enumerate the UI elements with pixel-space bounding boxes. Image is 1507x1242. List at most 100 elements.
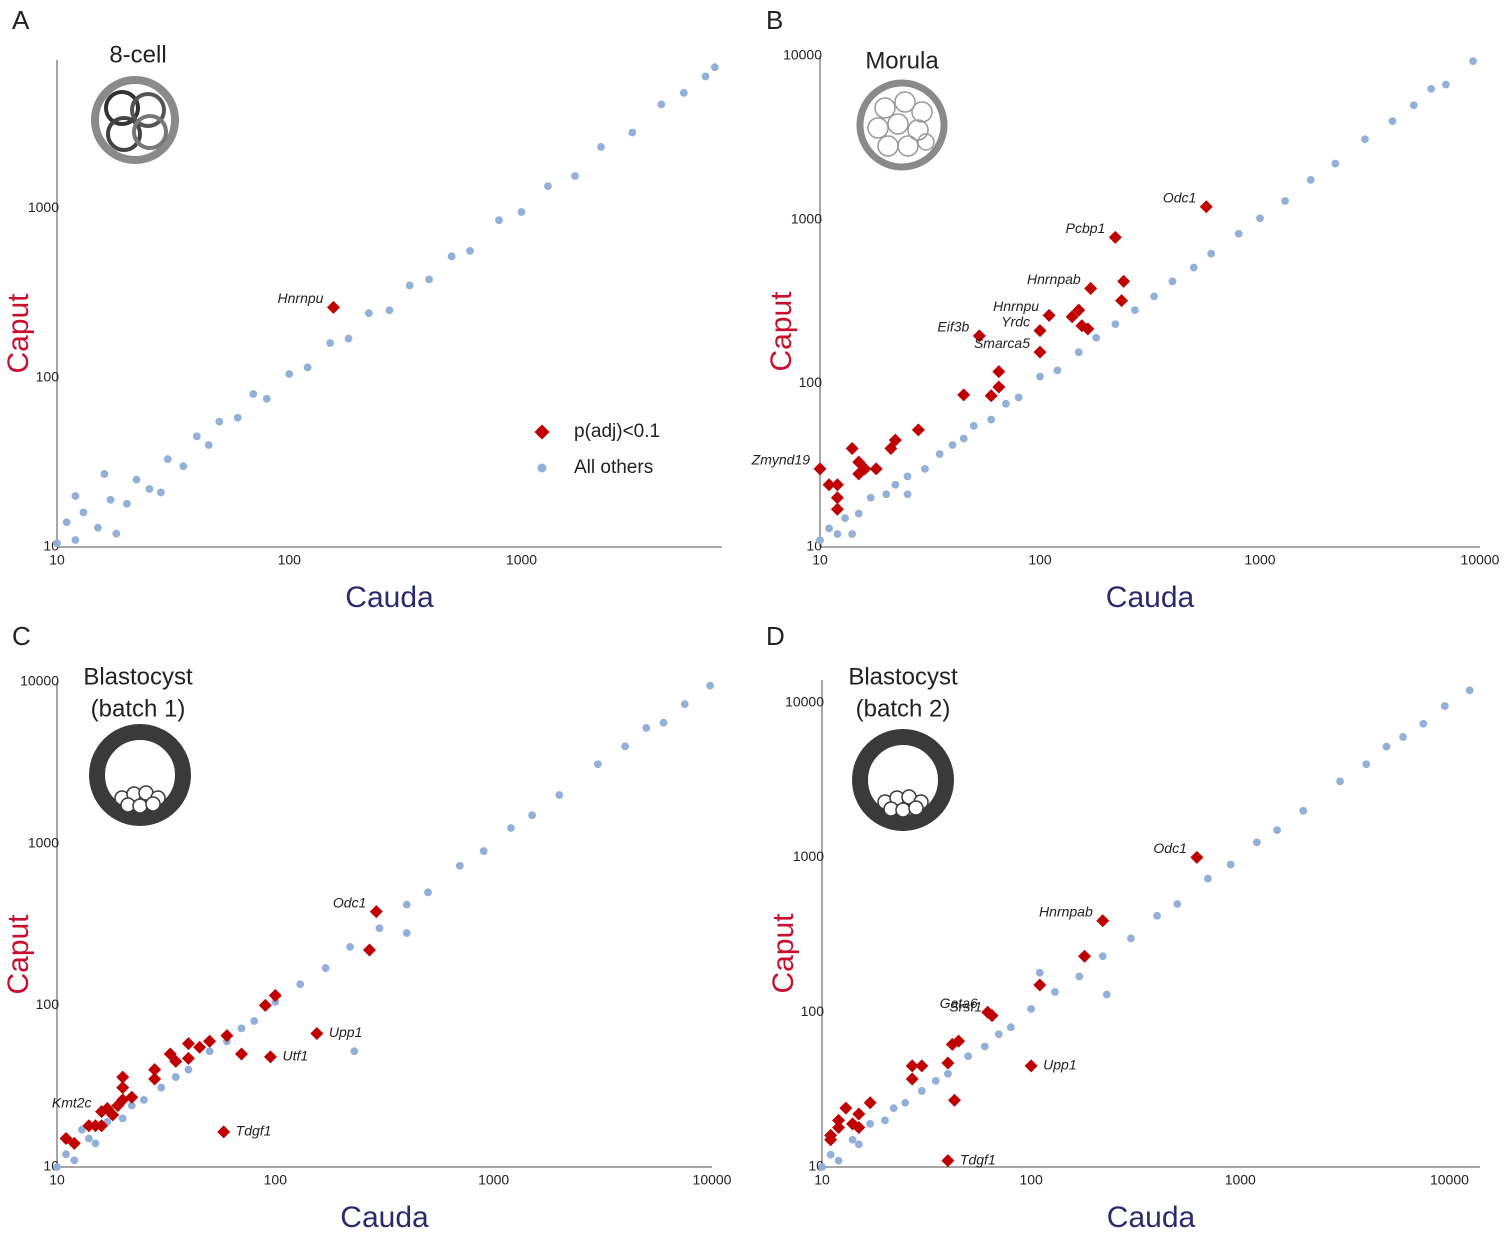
point-diamond — [148, 1063, 162, 1077]
point — [621, 742, 630, 751]
point — [1226, 860, 1235, 869]
point-diamond — [832, 1120, 846, 1134]
point — [679, 88, 688, 97]
x-tick-label: 100 — [1019, 1172, 1043, 1188]
legend-label: All others — [574, 457, 653, 478]
point-diamond — [1065, 310, 1079, 324]
gene-label: Tdgf1 — [960, 1151, 996, 1167]
point-diamond — [163, 1047, 177, 1061]
x-axis-title: Cauda — [340, 1201, 429, 1234]
point — [980, 1042, 989, 1051]
point — [118, 1114, 127, 1123]
point-diamond — [822, 478, 836, 492]
point-diamond — [181, 1051, 195, 1065]
y-tick-label: 1000 — [793, 848, 824, 864]
point — [841, 514, 849, 523]
point-diamond — [957, 388, 971, 402]
point — [680, 700, 689, 708]
point — [1036, 372, 1044, 381]
y-axis-title: Caput — [2, 293, 35, 374]
point-diamond — [59, 1132, 73, 1146]
y-tick-label: 1000 — [28, 834, 59, 850]
panel-letter: A — [12, 5, 30, 35]
point-diamond — [863, 1096, 877, 1110]
point — [1465, 686, 1474, 695]
y-tick-label: 100 — [799, 374, 823, 390]
point — [1051, 988, 1059, 996]
gene-label: Smarca5 — [974, 335, 1030, 351]
point-diamond — [363, 943, 377, 957]
point-diamond — [941, 1056, 955, 1070]
point-diamond — [830, 502, 844, 516]
y-tick-label: 10000 — [785, 693, 824, 709]
point-diamond — [310, 1026, 324, 1040]
point — [350, 1047, 359, 1056]
point — [1131, 306, 1139, 315]
point — [1281, 197, 1289, 205]
gene-label: Kmt2c — [52, 1094, 92, 1110]
point — [1153, 911, 1161, 920]
point-diamond — [326, 300, 340, 314]
point — [171, 1073, 180, 1081]
point — [1409, 101, 1418, 110]
point — [969, 421, 978, 430]
point — [948, 441, 957, 449]
point — [455, 861, 464, 870]
point — [1440, 702, 1449, 710]
point — [1127, 934, 1135, 943]
point — [479, 847, 488, 855]
x-tick-label: 1000 — [1225, 1172, 1256, 1188]
point-diamond — [830, 478, 844, 492]
legend-marker — [537, 463, 547, 473]
gene-label: Hnrnpu — [278, 290, 324, 306]
point — [1362, 760, 1371, 769]
point — [71, 492, 80, 500]
point — [156, 488, 165, 497]
panel-title: Blastocyst — [848, 663, 958, 690]
point — [657, 100, 666, 109]
point — [1074, 348, 1083, 357]
point-diamond — [852, 467, 866, 481]
point-diamond — [148, 1072, 162, 1086]
point — [112, 529, 121, 538]
point — [179, 462, 188, 471]
point — [1273, 826, 1282, 835]
point — [818, 1163, 826, 1171]
legend-marker — [534, 424, 550, 440]
point — [1111, 320, 1120, 329]
point — [882, 490, 891, 499]
point — [959, 434, 968, 443]
point — [944, 1069, 952, 1078]
point — [447, 252, 456, 261]
panel-letter: D — [766, 621, 785, 651]
point — [848, 530, 857, 538]
point-diamond — [203, 1034, 217, 1048]
x-tick-label: 10 — [814, 1172, 830, 1188]
y-axis-title: Caput — [765, 291, 798, 372]
icon-morula — [856, 79, 948, 171]
point — [1053, 366, 1062, 375]
panel-letter: C — [12, 621, 31, 651]
point — [1427, 84, 1436, 93]
x-tick-label: 10000 — [1430, 1172, 1469, 1188]
point — [402, 929, 411, 937]
gene-label: Hnrnpu — [993, 298, 1039, 314]
gene-label: Eif3b — [937, 319, 969, 335]
point — [659, 718, 668, 727]
point-diamond — [941, 1154, 955, 1168]
point — [507, 824, 515, 832]
point — [834, 1156, 843, 1165]
point — [571, 172, 579, 180]
point — [544, 182, 552, 191]
point-diamond — [100, 1102, 114, 1116]
gene-label: Odc1 — [1163, 189, 1196, 205]
point — [1203, 874, 1212, 883]
point — [205, 1047, 214, 1056]
panel-title: (batch 1) — [91, 695, 186, 722]
x-tick-label: 10 — [49, 552, 65, 568]
point — [85, 1134, 93, 1143]
point — [825, 524, 834, 533]
point — [424, 888, 432, 897]
x-axis-title: Cauda — [1106, 581, 1195, 614]
